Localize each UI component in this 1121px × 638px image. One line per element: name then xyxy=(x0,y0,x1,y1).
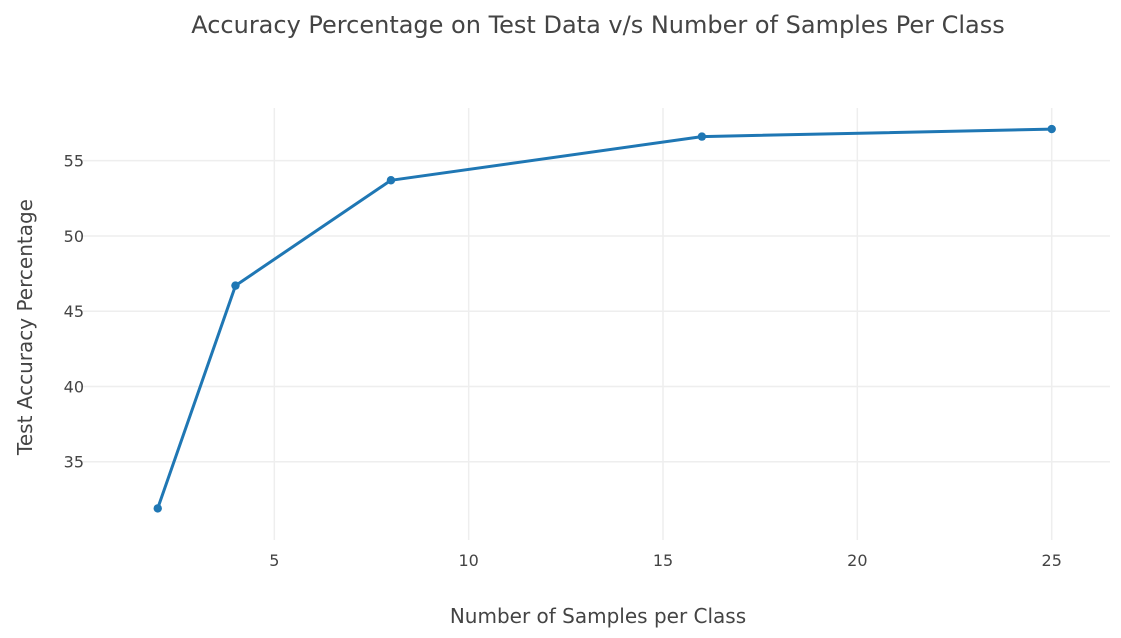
chart-title: Accuracy Percentage on Test Data v/s Num… xyxy=(191,11,1005,39)
y-tick-label: 55 xyxy=(64,152,84,171)
y-tick-label: 35 xyxy=(64,453,84,472)
y-tick-label: 40 xyxy=(64,377,84,396)
x-tick-label: 10 xyxy=(458,551,478,570)
x-tick-label: 20 xyxy=(847,551,867,570)
series-line xyxy=(156,127,1054,510)
data-point xyxy=(386,176,396,185)
gridlines xyxy=(80,108,1110,540)
axis-ticks: 5 10 15 20 25 35 40 45 50 55 xyxy=(64,152,1062,570)
x-tick-label: 5 xyxy=(269,551,279,570)
x-tick-label: 15 xyxy=(653,551,673,570)
y-axis-label: Test Accuracy Percentage xyxy=(13,199,37,456)
data-point xyxy=(231,281,240,290)
x-tick-label: 25 xyxy=(1042,551,1062,570)
data-series xyxy=(153,124,1056,513)
x-axis-label: Number of Samples per Class xyxy=(450,604,746,628)
data-point xyxy=(153,504,162,513)
data-point xyxy=(697,132,707,141)
y-tick-label: 45 xyxy=(64,302,84,321)
y-tick-label: 50 xyxy=(64,227,84,246)
data-point xyxy=(1047,124,1056,134)
